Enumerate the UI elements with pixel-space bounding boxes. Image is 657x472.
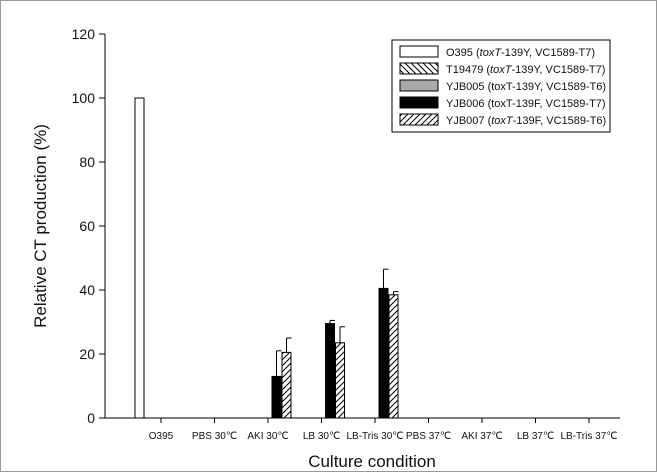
legend-entry-label: YJB007 (toxT-139F, VC1589-T6): [446, 115, 606, 127]
x-tick-label: LB 30℃: [303, 431, 340, 442]
y-tick-label: 100: [72, 90, 96, 106]
y-tick-label: 80: [79, 154, 95, 170]
bar: [134, 97, 145, 419]
bar: [388, 294, 399, 419]
x-tick-label: PBS 30℃: [192, 431, 237, 442]
y-tick-label: 20: [79, 346, 95, 362]
x-tick-label: PBS 37℃: [406, 431, 451, 442]
x-tick-label: O395: [149, 431, 174, 442]
x-tick-label: LB-Tris 37℃: [561, 431, 618, 442]
legend-swatch: [399, 45, 439, 58]
legend-swatch: [399, 79, 439, 92]
bar: [271, 375, 282, 419]
bar: [335, 342, 345, 419]
legend-entry-label: T19479 (toxT-139Y, VC1589-T7): [446, 64, 605, 76]
legend-entry-label: YJB006 (toxT-139F, VC1589-T7): [446, 98, 606, 110]
y-tick-label: 60: [79, 218, 95, 234]
legend-swatch: [399, 113, 439, 126]
legend-entry-label: O395 (toxT-139Y, VC1589-T7): [446, 47, 595, 59]
x-tick-label: LB-Tris 30℃: [347, 431, 404, 442]
bar: [325, 323, 335, 419]
legend-swatch: [399, 62, 439, 75]
bars: [134, 97, 399, 419]
y-axis-label: Relative CT production (%): [31, 124, 50, 328]
x-tick-label: LB 37℃: [517, 431, 554, 442]
y-tick-label: 40: [79, 282, 95, 298]
y-tick-label: 120: [72, 26, 96, 42]
x-axis-ticks: O395 PBS 30℃ AKI 30℃ LB 30℃ LB-Tris 30℃ PBS 3…: [149, 418, 618, 442]
x-axis-label: Culture condition: [308, 452, 436, 471]
bar: [281, 351, 292, 419]
legend-swatch: [399, 96, 439, 109]
x-tick-label: AKI 30℃: [247, 431, 288, 442]
bar: [378, 287, 389, 419]
y-axis-ticks: 0 20 40 60 80 100 120: [72, 26, 105, 426]
legend-entry-label: YJB005 (toxT-139Y, VC1589-T6): [446, 81, 606, 93]
x-tick-label: AKI 37℃: [461, 431, 502, 442]
legend: O395 (toxT-139Y, VC1589-T7) T19479 (toxT-…: [391, 39, 611, 133]
y-tick-label: 0: [87, 410, 95, 426]
